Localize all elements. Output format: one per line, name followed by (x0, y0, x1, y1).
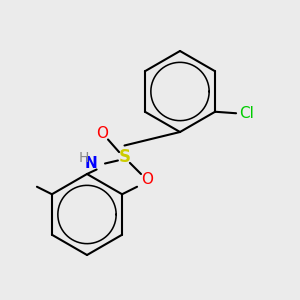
Text: Cl: Cl (239, 106, 254, 121)
Text: H: H (78, 151, 88, 164)
Text: O: O (96, 126, 108, 141)
Text: O: O (141, 172, 153, 188)
Text: S: S (118, 148, 130, 166)
Text: N: N (85, 156, 98, 171)
